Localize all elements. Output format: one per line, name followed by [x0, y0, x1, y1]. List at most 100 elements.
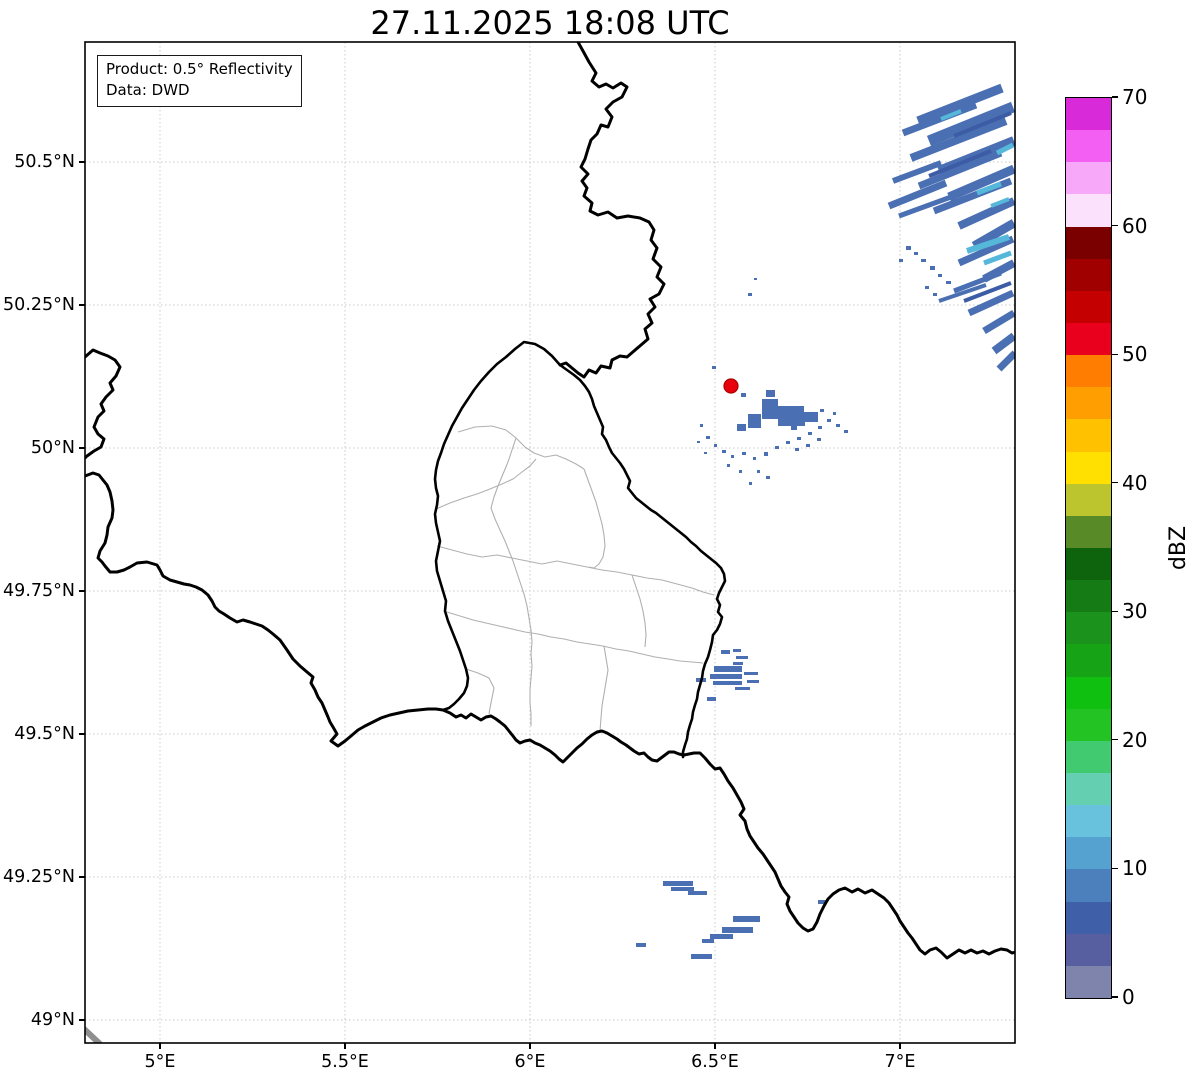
colorbar-cell-52.5-55dbz: [1066, 290, 1111, 324]
radar-echo-cell: [733, 662, 743, 665]
radar-echo-cell: [671, 887, 694, 891]
radar-echo-cell: [702, 939, 714, 943]
colorbar-cell-20-22.5dbz: [1066, 708, 1111, 741]
radar-echo-cell: [739, 470, 742, 473]
radar-echo-cell: [722, 450, 726, 453]
radar-echo-cell: [921, 259, 926, 262]
colorbar-cell-45-47.5dbz: [1066, 387, 1111, 420]
colorbar-cell-62.5-65dbz: [1066, 162, 1111, 195]
radar-echo-cell: [753, 457, 756, 460]
radar-echo-cell: [704, 452, 707, 454]
x-tick-mark: [714, 1043, 716, 1049]
radar-echo-cell: [906, 246, 911, 250]
radar-echo-streak: [926, 101, 1015, 147]
radar-echo-cell: [812, 418, 816, 422]
colorbar-tick-label: 40: [1122, 470, 1148, 495]
radar-echo-streak: [991, 332, 1015, 355]
colorbar-cell-27.5-30dbz: [1066, 612, 1111, 645]
canton-boundary: [465, 668, 495, 715]
radar-echo-cell: [741, 393, 746, 397]
radar-echo-cell: [836, 424, 840, 427]
colorbar-cell-12.5-15dbz: [1066, 805, 1111, 838]
y-tick-mark: [79, 304, 85, 306]
radar-echo-cell: [914, 252, 918, 255]
radar-echo-cell: [820, 409, 824, 412]
radar-echo-cell: [721, 650, 730, 654]
y-tick-label: 49.5°N: [14, 724, 75, 744]
radar-echo-cell: [710, 674, 742, 679]
radar-echo-cell: [764, 452, 768, 456]
radar-echo-streak: [976, 181, 1002, 196]
colorbar-cell-32.5-35dbz: [1066, 548, 1111, 581]
radar-echo-cell: [818, 900, 827, 904]
radar-echo-streak: [916, 83, 1004, 126]
radar-echo-cell: [795, 448, 799, 451]
y-tick-label: 50.25°N: [3, 295, 75, 315]
colorbar-tick-label: 20: [1122, 727, 1148, 752]
colorbar-cell-7.5-10dbz: [1066, 869, 1111, 902]
radar-echo-streak: [953, 270, 1002, 294]
canton-boundary: [599, 645, 609, 732]
colorbar-tick-mark: [1112, 482, 1118, 484]
radar-echo-cell: [783, 418, 789, 423]
radar-echo-cell: [735, 687, 750, 690]
radar-echo-streak: [917, 149, 1003, 190]
radar-echo-cell: [844, 430, 848, 433]
radar-echo-cell: [762, 399, 778, 419]
radar-echo-cell: [786, 441, 790, 444]
corner-artifact: [85, 1026, 103, 1043]
y-tick-mark: [79, 447, 85, 449]
colorbar-cell-10-12.5dbz: [1066, 837, 1111, 870]
colorbar-cell-25-27.5dbz: [1066, 644, 1111, 677]
border-luxembourg-east: [558, 363, 727, 759]
radar-echo-cell: [636, 943, 646, 947]
radar-echo-streak: [967, 289, 1015, 317]
y-tick-mark: [79, 590, 85, 592]
radar-echo-cell: [766, 390, 775, 397]
radar-echo-cell: [714, 666, 742, 672]
radar-echo-cell: [938, 274, 942, 277]
radar-echo-cell: [733, 649, 741, 652]
colorbar-cell-67.5-70dbz: [1066, 98, 1111, 131]
radar-echo-cell: [775, 446, 779, 449]
y-tick-label: 49°N: [30, 1010, 75, 1030]
radar-echo-cell: [797, 437, 801, 440]
radar-echo-cell: [737, 424, 746, 431]
x-tick-label: 6.5°E: [691, 1052, 739, 1072]
radar-echo-cell: [833, 412, 836, 415]
colorbar-tick-mark: [1112, 96, 1118, 98]
colorbar-cell-5-7.5dbz: [1066, 901, 1111, 934]
radar-echo-cell: [757, 470, 760, 473]
canton-boundary: [436, 545, 715, 596]
colorbar-cell-30-32.5dbz: [1066, 580, 1111, 613]
radar-echo-cell: [733, 916, 760, 922]
radar-echo-streak: [971, 219, 1015, 250]
radar-echo-streak: [995, 142, 1015, 156]
colorbar-cell-50-52.5dbz: [1066, 323, 1111, 356]
radar-echo-cell: [899, 259, 903, 262]
page-title: 27.11.2025 18:08 UTC: [370, 4, 730, 42]
canton-boundary: [446, 611, 704, 664]
canton-boundary: [435, 458, 537, 510]
radar-echo-streak: [983, 250, 1012, 266]
radar-echo-cell: [930, 266, 935, 270]
radar-echo-streak: [957, 235, 1015, 267]
colorbar-cell-22.5-25dbz: [1066, 676, 1111, 709]
radar-echo-cell: [691, 954, 712, 959]
radar-echo-streak: [901, 101, 978, 137]
colorbar-cell-40-42.5dbz: [1066, 451, 1111, 484]
canton-boundary: [631, 574, 647, 648]
product-line: Product: 0.5° Reflectivity: [106, 60, 293, 78]
radar-echo-cell: [808, 432, 812, 435]
radar-echo-cell: [748, 414, 761, 428]
x-tick-mark: [529, 1043, 531, 1049]
data-source-line: Data: DWD: [106, 81, 190, 100]
y-tick-label: 50.5°N: [14, 152, 75, 172]
colorbar-axis-label: dBZ: [1166, 525, 1191, 571]
x-tick-label: 6°E: [514, 1052, 546, 1072]
colorbar-tick-label: 0: [1122, 985, 1135, 1009]
canton-boundary: [583, 468, 606, 569]
border-france-main: [85, 471, 1015, 960]
border-luxembourg-west: [433, 340, 562, 712]
